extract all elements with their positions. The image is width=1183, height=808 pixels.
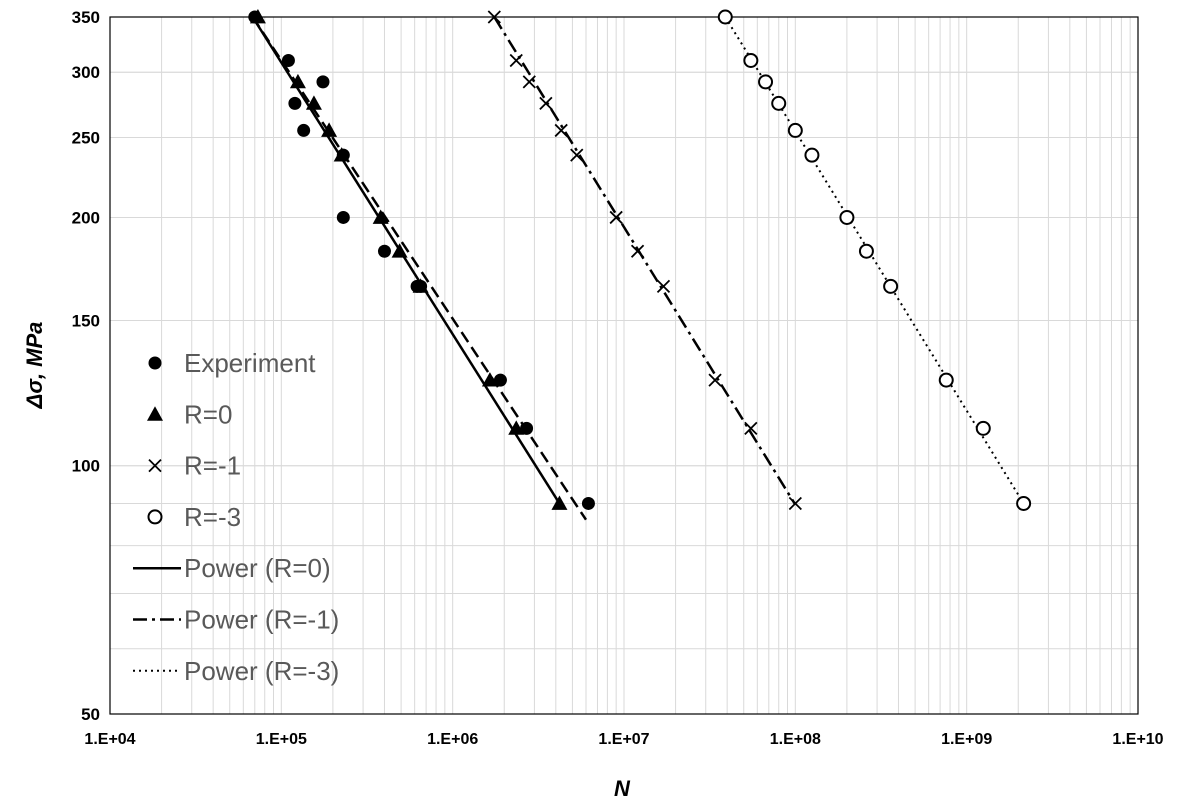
data-point — [609, 210, 623, 225]
data-point — [581, 496, 595, 510]
y-axis-title: Δσ, MPa — [22, 322, 47, 410]
data-point — [656, 279, 671, 293]
legend-marker — [148, 458, 162, 473]
x-tick-label: 1.E+04 — [84, 731, 135, 748]
data-point — [539, 96, 553, 111]
plot-frame — [109, 16, 1139, 715]
legend-label: Experiment — [184, 348, 316, 378]
data-point — [321, 122, 338, 137]
data-point — [493, 373, 507, 387]
trendline — [251, 16, 561, 505]
x-axis-title: N — [614, 776, 631, 801]
y-tick-label: 350 — [72, 8, 100, 27]
data-point — [630, 244, 645, 258]
trendline — [251, 16, 588, 521]
data-point — [858, 243, 874, 259]
data-point — [509, 53, 523, 68]
data-point — [938, 372, 954, 388]
y-tick-label: 50 — [81, 705, 100, 724]
grid — [109, 16, 1138, 715]
tick-labels: 50 100 150 200 250 300 350 1.E+04 1.E+05 1.E+06 1.… — [72, 8, 1164, 748]
data-point — [508, 420, 525, 435]
data-point — [487, 10, 501, 24]
y-tick-label: 100 — [72, 457, 100, 476]
data-point — [391, 243, 408, 258]
legend-marker — [147, 509, 163, 525]
y-tick-label: 200 — [72, 208, 100, 227]
axes — [109, 16, 1139, 715]
data-point — [804, 147, 820, 163]
data-point — [717, 9, 733, 25]
data-point — [377, 244, 391, 258]
x-tick-label: 1.E+05 — [256, 731, 307, 748]
data-point — [744, 421, 758, 435]
data-point — [1016, 495, 1032, 511]
trendline — [724, 16, 1025, 504]
x-tick-label: 1.E+07 — [598, 731, 649, 748]
data-point — [372, 209, 389, 224]
data-point — [570, 148, 584, 162]
y-tick-label: 250 — [72, 129, 100, 148]
x-tick-label: 1.E+06 — [427, 731, 478, 748]
legend-label: R=-3 — [184, 502, 241, 532]
data-point — [883, 278, 899, 294]
data-point — [288, 96, 302, 110]
x-tick-label: 1.E+09 — [941, 731, 992, 748]
data-point — [839, 209, 855, 225]
legend-label: Power (R=0) — [184, 553, 331, 583]
data-point — [333, 147, 350, 162]
data-point — [336, 210, 350, 224]
y-tick-label: 150 — [72, 311, 100, 330]
data-point — [249, 9, 266, 24]
legend-label: Power (R=-1) — [184, 605, 339, 635]
legend-label: Power (R=-3) — [184, 656, 339, 686]
data-point — [297, 123, 311, 137]
data-point — [771, 95, 787, 111]
x-tick-label: 1.E+08 — [770, 731, 821, 748]
data-point — [520, 421, 534, 435]
legend-marker — [147, 406, 163, 421]
legend-label: R=0 — [184, 399, 232, 429]
legend-marker — [148, 356, 162, 370]
data-point — [554, 123, 568, 138]
legend-label: R=-1 — [184, 451, 241, 481]
data-point — [316, 75, 330, 89]
data-point — [281, 53, 295, 67]
data-point — [708, 373, 722, 387]
data-point — [305, 95, 322, 110]
data-point — [788, 496, 802, 511]
data-points — [248, 9, 1032, 511]
trendlines — [251, 16, 1025, 521]
data-point — [481, 372, 498, 387]
data-point — [787, 122, 803, 138]
data-point — [412, 278, 429, 293]
data-point — [975, 420, 991, 436]
data-point — [743, 52, 759, 68]
data-point — [289, 73, 306, 89]
x-tick-label: 1.E+10 — [1112, 731, 1163, 748]
legend: Experiment R=0 R=-1 R=-3 Power (R=0) Power (R… — [133, 348, 339, 686]
data-point — [551, 495, 568, 510]
data-point — [758, 74, 774, 90]
data-point — [522, 75, 536, 89]
y-tick-label: 300 — [72, 63, 100, 82]
